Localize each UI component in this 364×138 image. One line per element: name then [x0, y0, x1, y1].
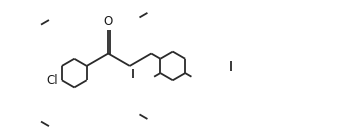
Text: O: O — [104, 15, 113, 28]
Text: Cl: Cl — [46, 74, 58, 87]
